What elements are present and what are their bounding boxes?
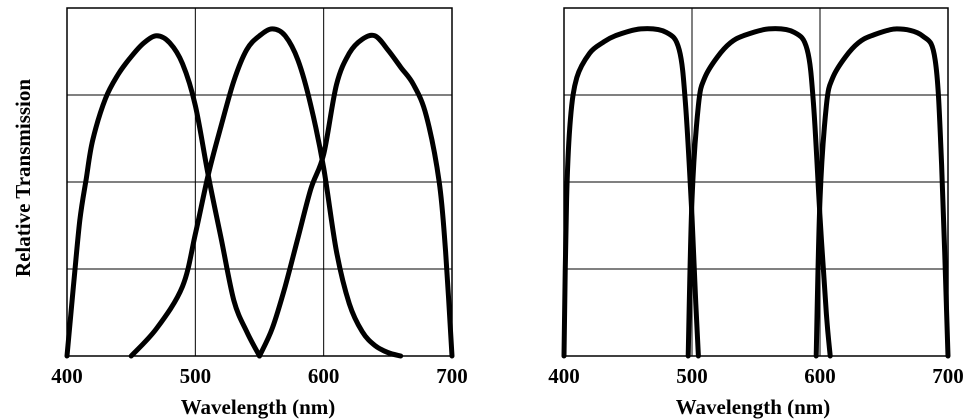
left-series-2-line bbox=[128, 26, 404, 359]
right-x-tick-label: 600 bbox=[804, 364, 836, 388]
right-x-ticks: 400 500 600 700 bbox=[548, 364, 964, 388]
right-x-tick-label: 700 bbox=[932, 364, 964, 388]
right-x-axis-label: Wavelength (nm) bbox=[676, 395, 831, 419]
left-x-tick-label: 400 bbox=[51, 364, 83, 388]
left-x-tick-label: 500 bbox=[180, 364, 212, 388]
y-axis-label: Relative Transmission bbox=[11, 79, 35, 277]
right-x-tick-label: 400 bbox=[548, 364, 580, 388]
right-series-3-line bbox=[813, 26, 951, 359]
left-chart: 400 500 600 700 Wavelength (nm) bbox=[51, 7, 468, 419]
left-x-axis-label: Wavelength (nm) bbox=[181, 395, 336, 419]
left-series bbox=[64, 26, 455, 359]
left-x-tick-label: 600 bbox=[308, 364, 340, 388]
right-series-2-line bbox=[685, 26, 833, 359]
right-series bbox=[561, 26, 951, 359]
right-series-1-line bbox=[561, 26, 701, 359]
right-x-tick-label: 500 bbox=[676, 364, 708, 388]
right-grid bbox=[563, 7, 949, 357]
left-series-1-line bbox=[64, 33, 262, 359]
right-chart: 400 500 600 700 Wavelength (nm) bbox=[548, 7, 964, 419]
left-series-3-line bbox=[257, 32, 455, 359]
left-x-ticks: 400 500 600 700 bbox=[51, 364, 468, 388]
left-x-tick-label: 700 bbox=[436, 364, 468, 388]
